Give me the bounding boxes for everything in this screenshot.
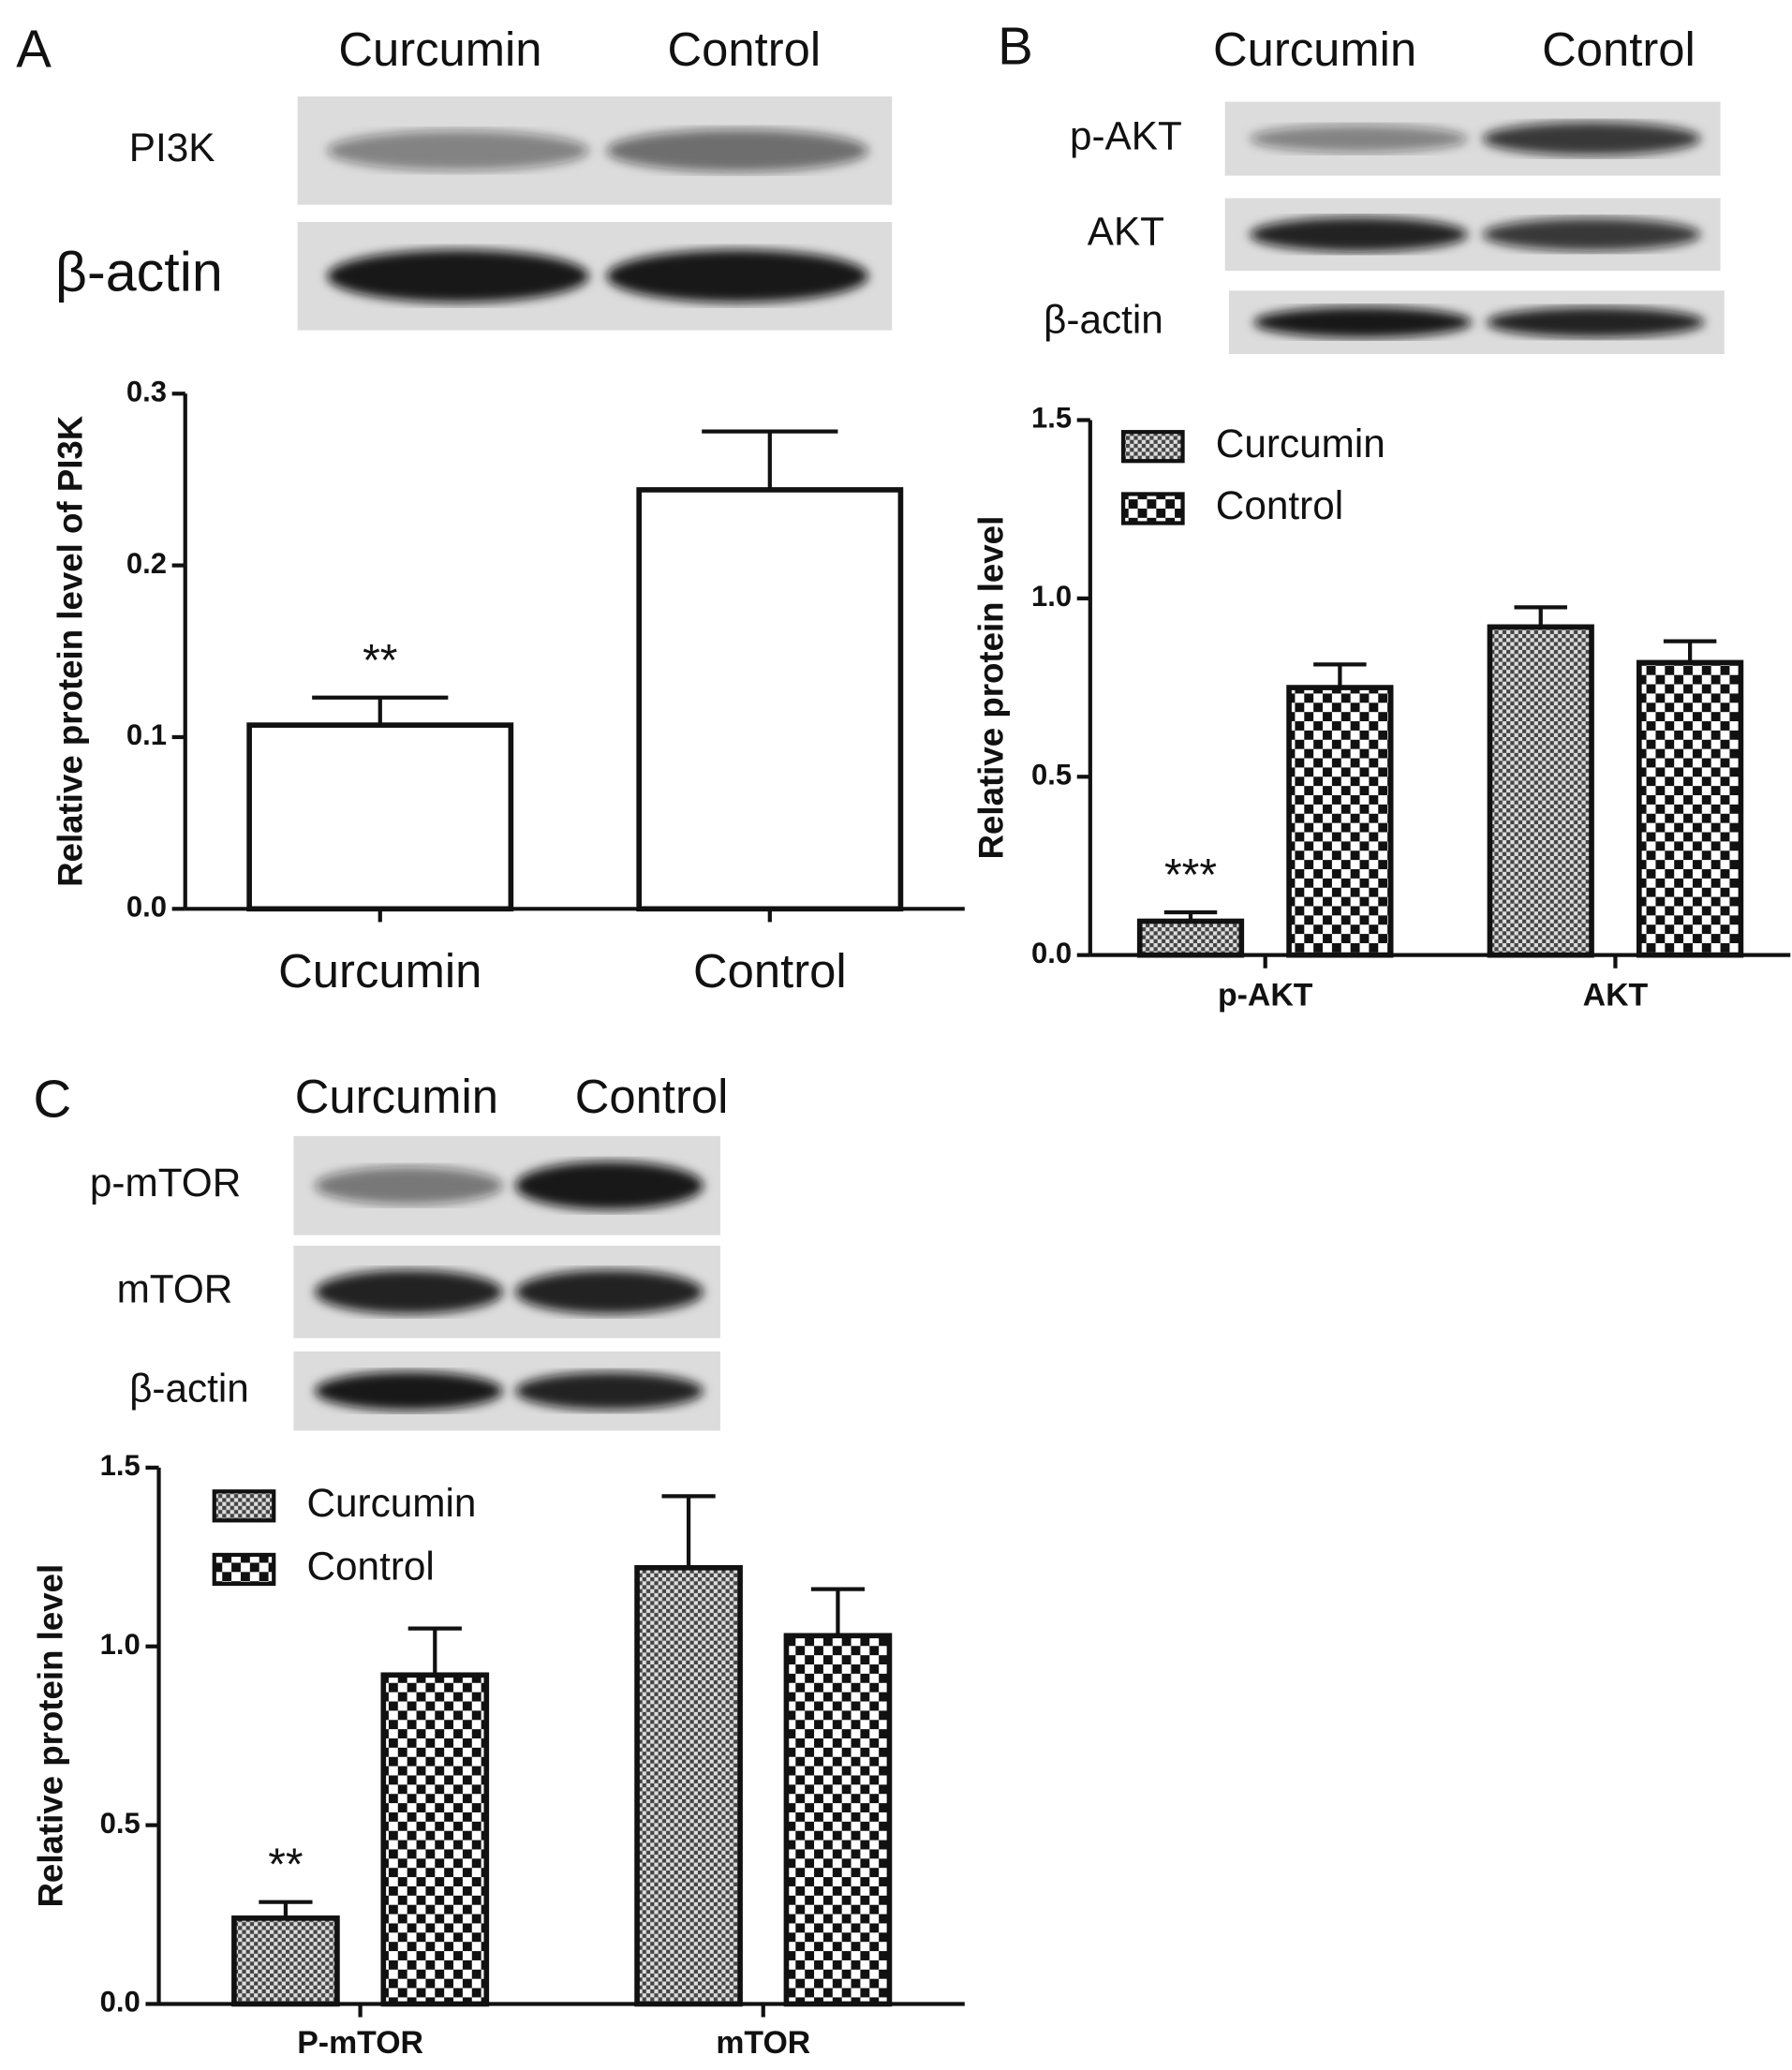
blot-band: [1253, 306, 1473, 338]
blot-band: [327, 249, 589, 303]
x-tick-label: Control: [693, 944, 847, 998]
y-tick-label: 1.5: [100, 1449, 141, 1482]
blot-band: [1482, 217, 1701, 251]
blot-row-label: AKT: [1088, 210, 1164, 254]
y-tick-label: 1.5: [1031, 402, 1072, 435]
panel: B Curcumin Control p-AKT AKT β-actin 0.0 0.5 1.0…: [972, 16, 1791, 1013]
bar: [1286, 685, 1394, 958]
x-tick-label: mTOR: [716, 2025, 810, 2061]
blot-band: [1250, 216, 1468, 252]
y-tick-label: 0.0: [100, 1986, 141, 2018]
bar: [1636, 659, 1744, 958]
significance-marker: ***: [1164, 850, 1217, 900]
x-tick-label: Curcumin: [278, 944, 481, 998]
y-tick-label: 0.0: [126, 891, 167, 924]
panel-letter: B: [998, 16, 1033, 75]
blot-band: [315, 1269, 503, 1314]
lane-label: Control: [1542, 22, 1696, 76]
y-tick-label: 0.5: [100, 1807, 141, 1840]
blot-row-label: p-AKT: [1070, 113, 1182, 157]
bar: [380, 1672, 490, 2007]
blot-band: [1482, 122, 1701, 155]
y-tick-label: 0.5: [1031, 758, 1072, 791]
lane-label: Control: [667, 22, 821, 76]
lane-label: Curcumin: [1213, 22, 1416, 76]
blot-band: [315, 1371, 503, 1411]
blot-row-label: mTOR: [117, 1266, 233, 1310]
legend-label: Control: [306, 1545, 434, 1589]
bar: [1136, 918, 1245, 958]
y-tick-label: 0.0: [1031, 937, 1072, 969]
blot-band: [1486, 307, 1705, 338]
blot-row-label: β-actin: [129, 1366, 249, 1410]
blot-band: [327, 130, 589, 171]
panel-letter: A: [16, 19, 52, 78]
bar: [231, 1915, 340, 2007]
blot-row-label: PI3K: [129, 126, 215, 170]
bar: [636, 487, 904, 912]
legend-label: Control: [1216, 483, 1343, 527]
blot-band: [315, 1166, 503, 1205]
panel: C Curcumin Control p-mTOR mTOR β-actin 0.0 0.5 1…: [31, 1070, 965, 2061]
legend-swatch: [1120, 430, 1185, 464]
legend-swatch: [1120, 492, 1185, 525]
blot-row-label: p-mTOR: [90, 1161, 241, 1205]
panel: A Curcumin Control PI3K β-actin 0.0 0.1 0.2 0.3 R…: [16, 19, 965, 998]
significance-marker: **: [268, 1841, 303, 1890]
blot-row-label: β-actin: [55, 240, 223, 303]
y-tick-label: 1.0: [1031, 580, 1072, 613]
y-tick-label: 0.1: [126, 718, 167, 751]
x-tick-label: P-mTOR: [297, 2025, 423, 2061]
y-tick-label: 0.2: [126, 547, 167, 580]
legend-swatch: [212, 1552, 276, 1587]
y-axis-label: Relative protein level: [31, 1564, 69, 1908]
y-axis-label: Relative protein level: [972, 516, 1011, 860]
blot-band: [515, 1371, 703, 1411]
x-tick-label: p-AKT: [1218, 978, 1313, 1013]
panel-letter: C: [34, 1070, 72, 1129]
legend-label: Curcumin: [306, 1481, 476, 1525]
y-axis-label: Relative protein level of PI3K: [52, 415, 90, 887]
blot-band: [606, 249, 868, 303]
y-tick-label: 0.3: [126, 375, 167, 407]
bar: [634, 1564, 743, 2007]
blot-band: [515, 1161, 703, 1210]
blot-row-label: β-actin: [1044, 297, 1163, 341]
blot-band: [515, 1269, 703, 1314]
bar: [783, 1633, 893, 2007]
significance-marker: **: [363, 636, 397, 686]
lane-label: Control: [575, 1070, 729, 1123]
blot-band: [606, 129, 868, 172]
bar: [1487, 624, 1594, 958]
y-tick-label: 1.0: [100, 1628, 141, 1661]
blot-band: [1250, 125, 1468, 153]
lane-label: Curcumin: [338, 22, 541, 76]
legend-label: Curcumin: [1216, 421, 1385, 466]
bar: [246, 722, 514, 912]
x-tick-label: AKT: [1583, 978, 1649, 1013]
legend-swatch: [212, 1489, 276, 1523]
lane-label: Curcumin: [295, 1070, 498, 1123]
